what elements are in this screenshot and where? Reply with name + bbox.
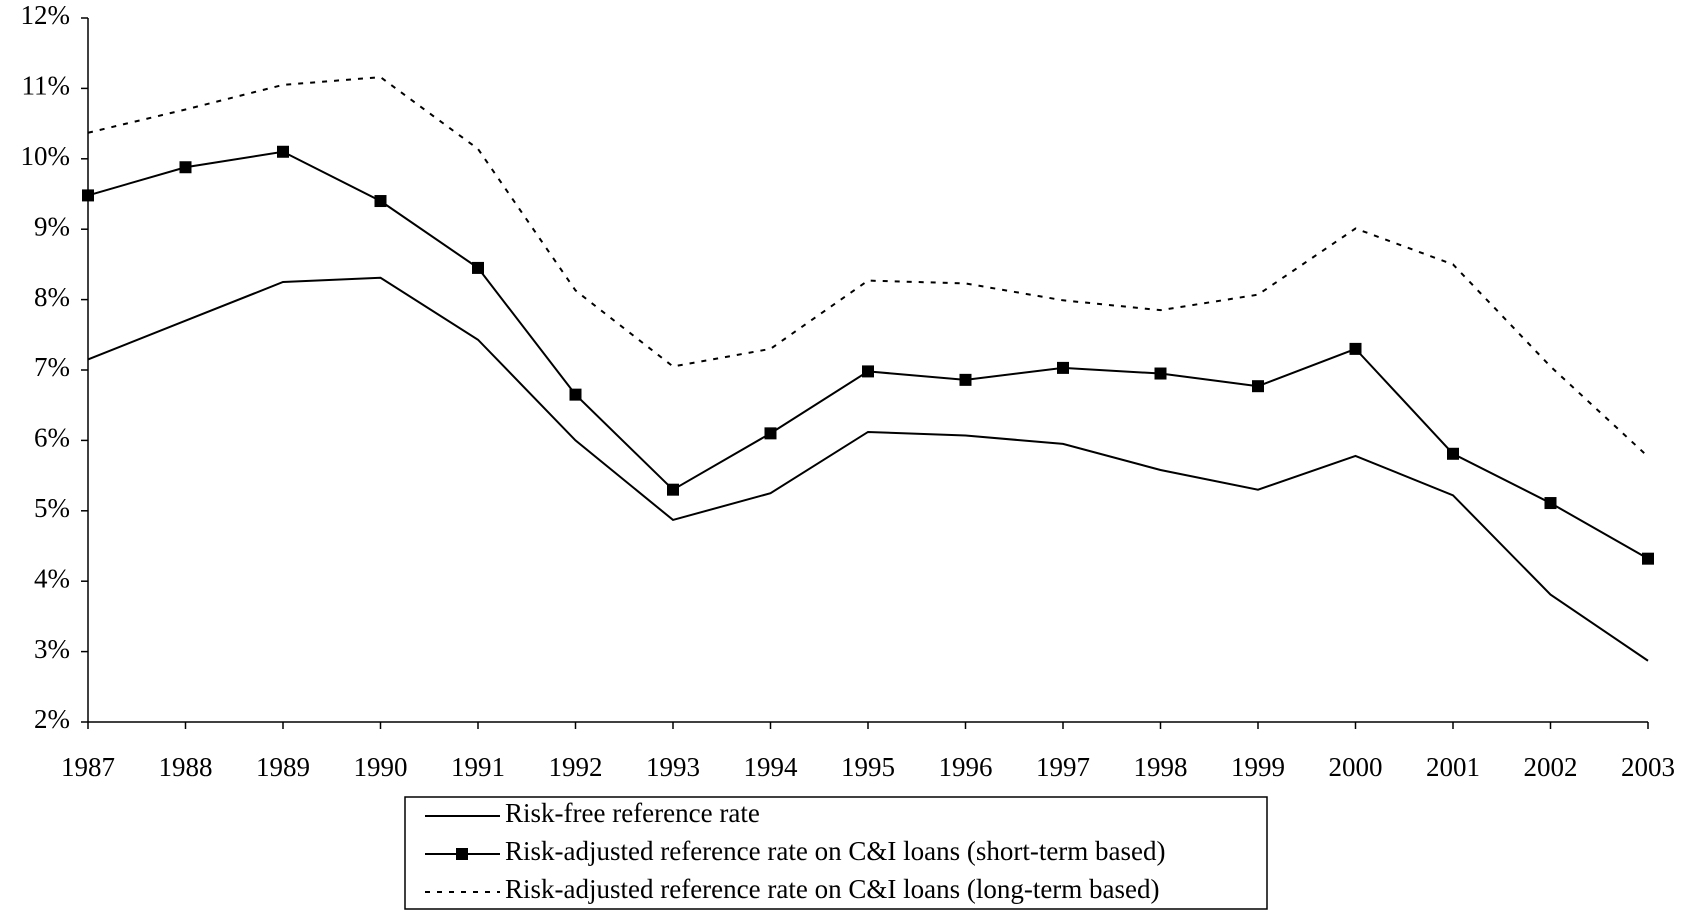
point-marker [1154, 367, 1167, 380]
point-marker [764, 427, 777, 440]
y-tick-label: 9% [34, 211, 70, 241]
series-line [87, 76, 1649, 458]
point-marker [277, 145, 289, 158]
x-tick-label: 1993 [646, 752, 700, 782]
point-marker [569, 388, 582, 401]
y-tick-label: 8% [34, 282, 70, 312]
point-marker [1349, 342, 1362, 355]
point-marker [862, 365, 874, 378]
x-tick-label: 1995 [841, 752, 895, 782]
y-tick-label: 4% [34, 563, 70, 593]
y-tick-label: 5% [34, 493, 70, 523]
x-tick-label: 2000 [1329, 752, 1383, 782]
legend-label: Risk-adjusted reference rate on C&I loan… [505, 874, 1160, 904]
point-marker [1544, 497, 1557, 510]
point-marker [82, 189, 94, 202]
point-marker [179, 161, 192, 174]
legend-label: Risk-adjusted reference rate on C&I loan… [505, 836, 1166, 866]
legend-label: Risk-free reference rate [505, 798, 760, 828]
y-tick-label: 11% [22, 71, 71, 101]
point-marker [959, 373, 972, 386]
x-tick-label: 1990 [354, 752, 408, 782]
x-tick-label: 1988 [159, 752, 213, 782]
point-marker [667, 483, 679, 496]
y-tick-label: 2% [34, 704, 70, 734]
x-tick-label: 1992 [549, 752, 603, 782]
x-tick-label: 1997 [1036, 752, 1090, 782]
x-tick-label: 2001 [1426, 752, 1480, 782]
point-marker [1057, 361, 1069, 374]
point-marker [1252, 380, 1264, 393]
x-tick-label: 1989 [256, 752, 310, 782]
legend-box [404, 796, 1268, 910]
y-tick-label: 6% [34, 423, 70, 453]
series-line [87, 276, 1649, 662]
x-tick-label: 1994 [744, 752, 799, 782]
point-marker [472, 261, 484, 274]
y-tick-label: 7% [34, 352, 70, 382]
series-line [87, 150, 1649, 560]
x-tick-label: 1998 [1134, 752, 1188, 782]
x-tick-label: 2003 [1621, 752, 1675, 782]
y-tick-label: 10% [21, 141, 71, 171]
y-tick-label: 12% [21, 0, 71, 30]
x-tick-label: 1999 [1231, 752, 1285, 782]
x-tick-label: 1996 [939, 752, 993, 782]
x-tick-label: 2002 [1524, 752, 1578, 782]
point-marker [1447, 447, 1459, 460]
legend-marker [456, 848, 468, 860]
point-marker [1642, 552, 1654, 565]
x-tick-label: 1991 [451, 752, 505, 782]
x-tick-label: 1987 [61, 752, 115, 782]
y-tick-label: 3% [34, 634, 70, 664]
point-marker [374, 195, 387, 208]
